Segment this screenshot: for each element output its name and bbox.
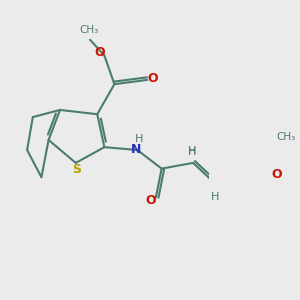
Polygon shape [209,127,295,202]
Text: H: H [210,191,219,202]
Text: H: H [188,146,196,156]
Text: O: O [147,72,158,85]
Text: H: H [210,190,219,201]
Text: CH₃: CH₃ [79,25,98,35]
Text: O: O [268,169,279,182]
Text: O: O [146,194,156,207]
Text: O: O [271,169,282,182]
Text: S: S [72,163,81,176]
Text: H: H [188,147,196,157]
Text: CH₃: CH₃ [276,133,296,142]
Text: O: O [94,46,104,59]
Text: N: N [131,143,141,156]
Text: H: H [134,134,143,144]
